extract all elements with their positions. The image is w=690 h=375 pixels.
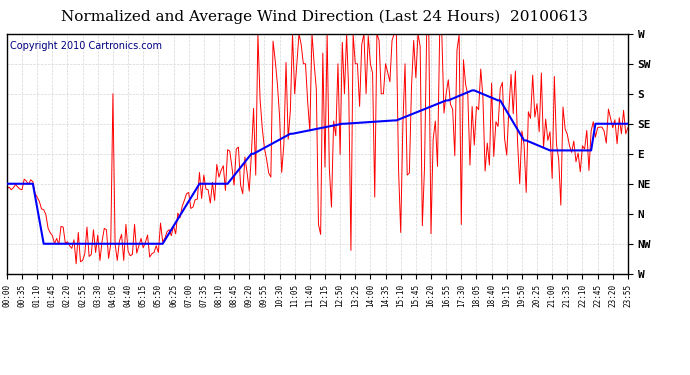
Text: Copyright 2010 Cartronics.com: Copyright 2010 Cartronics.com (10, 41, 162, 51)
Text: Normalized and Average Wind Direction (Last 24 Hours)  20100613: Normalized and Average Wind Direction (L… (61, 9, 588, 24)
